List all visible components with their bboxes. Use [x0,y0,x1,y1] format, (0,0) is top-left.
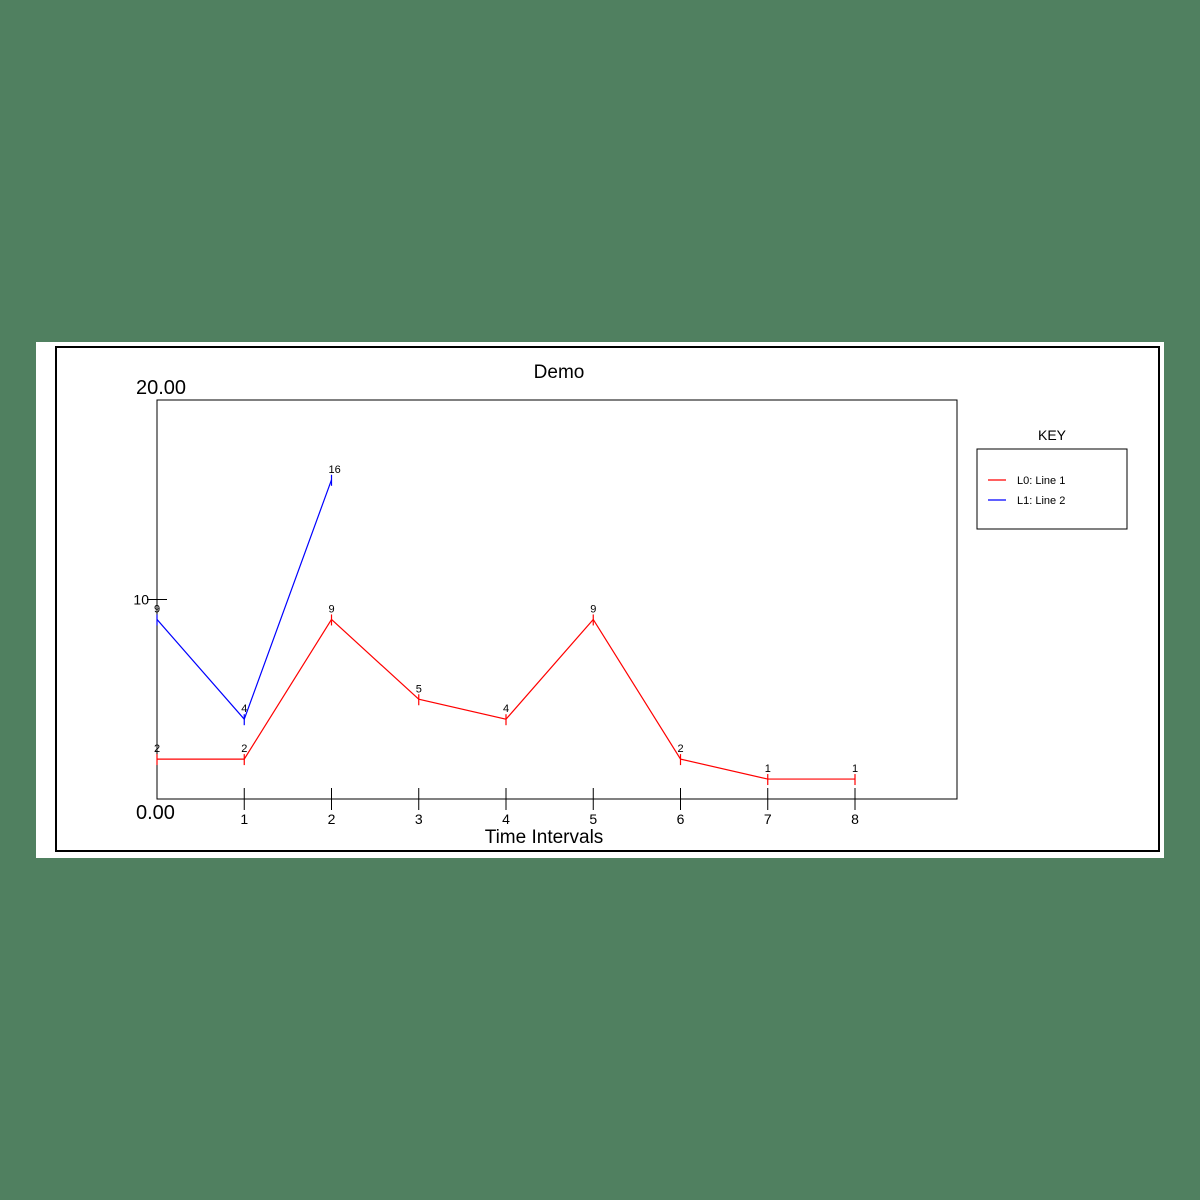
data-point-label: 9 [329,603,335,615]
x-tick-label: 4 [502,811,510,827]
data-point-label: 2 [154,743,160,755]
y-axis-mid-tick: 10 [133,592,167,608]
data-point-label: 4 [503,703,509,715]
data-point-label: 2 [678,743,684,755]
x-tick-label: 6 [677,811,685,827]
series-0: 2 2 9 5 4 9 2 1 1 [154,603,858,786]
x-axis-title: Time Intervals [485,827,604,848]
y-max-label: 20.00 [136,377,186,399]
data-point-label: 9 [590,603,596,615]
series-line [156,479,333,721]
legend-box [976,448,1128,530]
data-point-label: 1 [765,763,771,775]
x-axis-ticks: 1 2 3 4 5 6 7 8 [240,788,859,827]
legend: L0: Line 1 L1: Line 2 [988,475,1065,507]
data-point-label: 5 [416,683,422,695]
plot-area [156,399,958,800]
series-line [157,618,855,780]
data-point-label: 9 [154,603,160,615]
x-tick-label: 8 [851,811,859,827]
x-tick-label: 2 [328,811,336,827]
y-mid-tick-label: 10 [133,592,149,608]
y-min-label: 0.00 [136,802,175,824]
x-tick-label: 3 [415,811,423,827]
data-point-label: 1 [852,763,858,775]
data-point-label: 2 [241,743,247,755]
x-tick-label: 5 [589,811,597,827]
series-1: 9 4 16 [154,464,341,726]
x-tick-label: 1 [240,811,248,827]
legend-label: L1: Line 2 [1017,495,1065,507]
chart-title: Demo [534,362,585,383]
data-point-label: 16 [329,464,341,476]
legend-label: L0: Line 1 [1017,475,1065,487]
data-point-label: 4 [241,703,247,715]
legend-title: KEY [1038,427,1067,443]
series-layer: 2 2 9 5 4 9 2 1 1 9 4 16 [154,464,858,786]
chart-frame [55,346,1160,852]
x-tick-label: 7 [764,811,772,827]
